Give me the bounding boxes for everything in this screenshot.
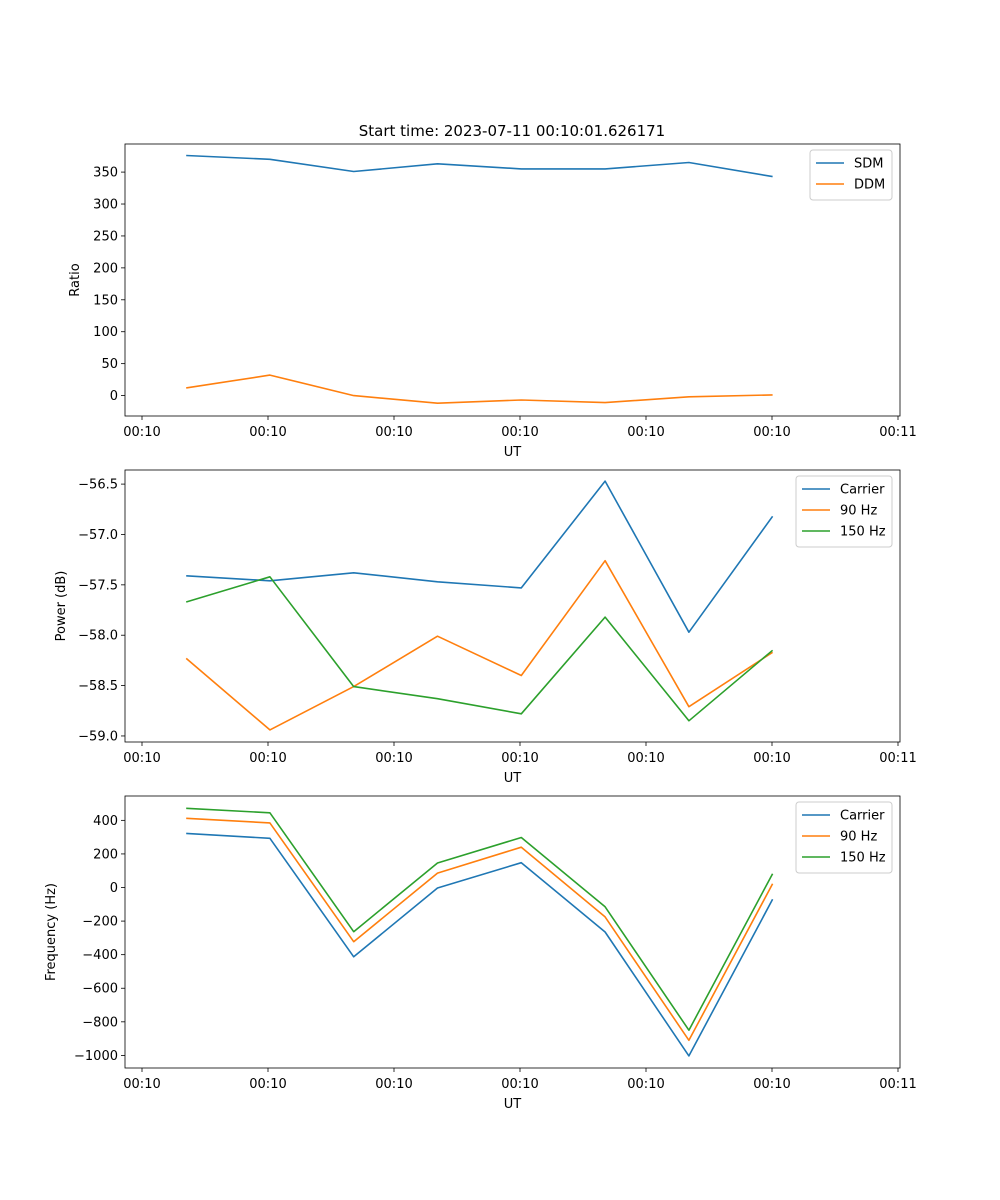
y-tick-label: 300 <box>93 198 118 213</box>
legend-frame <box>795 801 893 874</box>
x-tick-label: 00:10 <box>375 425 412 440</box>
plot-frame <box>124 143 901 417</box>
y-tick-label: −59.0 <box>78 729 118 744</box>
x-tick-label: 00:10 <box>627 751 664 766</box>
y-tick-label: 200 <box>93 261 118 276</box>
y-tick-label: 50 <box>101 357 118 372</box>
y-tick-label: 200 <box>93 847 118 862</box>
series-line-sdm <box>186 154 773 178</box>
y-axis-label: Ratio <box>68 263 83 296</box>
x-tick-label: 00:10 <box>627 1077 664 1092</box>
series-line-150-hz <box>186 807 774 1031</box>
y-tick-label: −58.5 <box>78 679 118 694</box>
series-line-90-hz <box>186 817 774 1042</box>
legend: SDM DDM <box>809 149 893 201</box>
x-axis-label: UT <box>504 445 522 460</box>
plot-frame <box>124 795 901 1069</box>
y-tick-label: −56.5 <box>78 478 118 493</box>
x-tick-label: 00:11 <box>879 425 916 440</box>
x-tick-label: 00:10 <box>375 751 412 766</box>
series-line-carrier <box>186 480 774 634</box>
x-axis-label: UT <box>504 1097 522 1112</box>
x-tick-label: 00:10 <box>123 1077 160 1092</box>
y-tick-label: −800 <box>82 1015 118 1030</box>
y-tick-label: −400 <box>82 948 118 963</box>
x-tick-label: 00:10 <box>753 1077 790 1092</box>
x-tick-label: 00:10 <box>123 751 160 766</box>
legend-label: Carrier <box>840 483 885 498</box>
x-tick-label: 00:10 <box>375 1077 412 1092</box>
y-tick-label: 0 <box>110 881 118 896</box>
y-tick-label: −57.5 <box>78 578 118 593</box>
x-tick-label: 00:10 <box>249 425 286 440</box>
y-tick-label: −200 <box>82 915 118 930</box>
x-tick-label: 00:10 <box>249 751 286 766</box>
legend-label: SDM <box>854 157 883 172</box>
x-tick-label: 00:10 <box>501 1077 538 1092</box>
x-tick-label: 00:10 <box>753 425 790 440</box>
y-tick-label: 100 <box>93 325 118 340</box>
legend-label: 90 Hz <box>840 830 877 845</box>
y-tick-label: −57.0 <box>78 528 118 543</box>
legend-label: DDM <box>854 178 885 193</box>
x-tick-label: 00:10 <box>753 751 790 766</box>
y-tick-label: −1000 <box>74 1049 118 1064</box>
y-axis-label: Frequency (Hz) <box>44 883 59 981</box>
legend-label: 150 Hz <box>840 851 886 866</box>
panel-1: 00:10 00:10 00:10 00:10 00:10 00:10 00:11 0 50 10… <box>68 143 917 460</box>
y-tick-label: −600 <box>82 982 118 997</box>
panel-3: 00:10 00:10 00:10 00:10 00:10 00:10 00:11 −1000… <box>44 795 917 1112</box>
y-tick-label: 250 <box>93 229 118 244</box>
legend-label: 90 Hz <box>840 504 877 519</box>
y-tick-label: −58.0 <box>78 629 118 644</box>
series-line-ddm <box>186 374 773 405</box>
y-tick-label: 350 <box>93 166 118 181</box>
x-tick-label: 00:11 <box>879 1077 916 1092</box>
x-tick-label: 00:11 <box>879 751 916 766</box>
x-tick-label: 00:10 <box>123 425 160 440</box>
legend-label: 150 Hz <box>840 525 886 540</box>
y-tick-label: 150 <box>93 293 118 308</box>
x-tick-label: 00:10 <box>501 425 538 440</box>
series-line-carrier <box>186 832 774 1057</box>
y-tick-label: 400 <box>93 814 118 829</box>
x-axis-label: UT <box>504 771 522 786</box>
legend-frame <box>795 475 893 548</box>
series-line-90-hz <box>185 559 774 731</box>
x-tick-label: 00:10 <box>249 1077 286 1092</box>
panel-2: 00:10 00:10 00:10 00:10 00:10 00:10 00:11 −59.0… <box>54 469 917 786</box>
legend: Carrier 90 Hz 150 Hz <box>795 475 893 548</box>
x-tick-label: 00:10 <box>627 425 664 440</box>
y-tick-label: 0 <box>110 389 118 404</box>
x-tick-label: 00:10 <box>501 751 538 766</box>
series-line-150-hz <box>185 575 774 722</box>
figure-title: Start time: 2023-07-11 00:10:01.626171 <box>359 122 665 140</box>
legend-label: Carrier <box>840 809 885 824</box>
legend: Carrier 90 Hz 150 Hz <box>795 801 893 874</box>
plot-frame <box>124 469 901 743</box>
y-axis-label: Power (dB) <box>54 571 69 642</box>
